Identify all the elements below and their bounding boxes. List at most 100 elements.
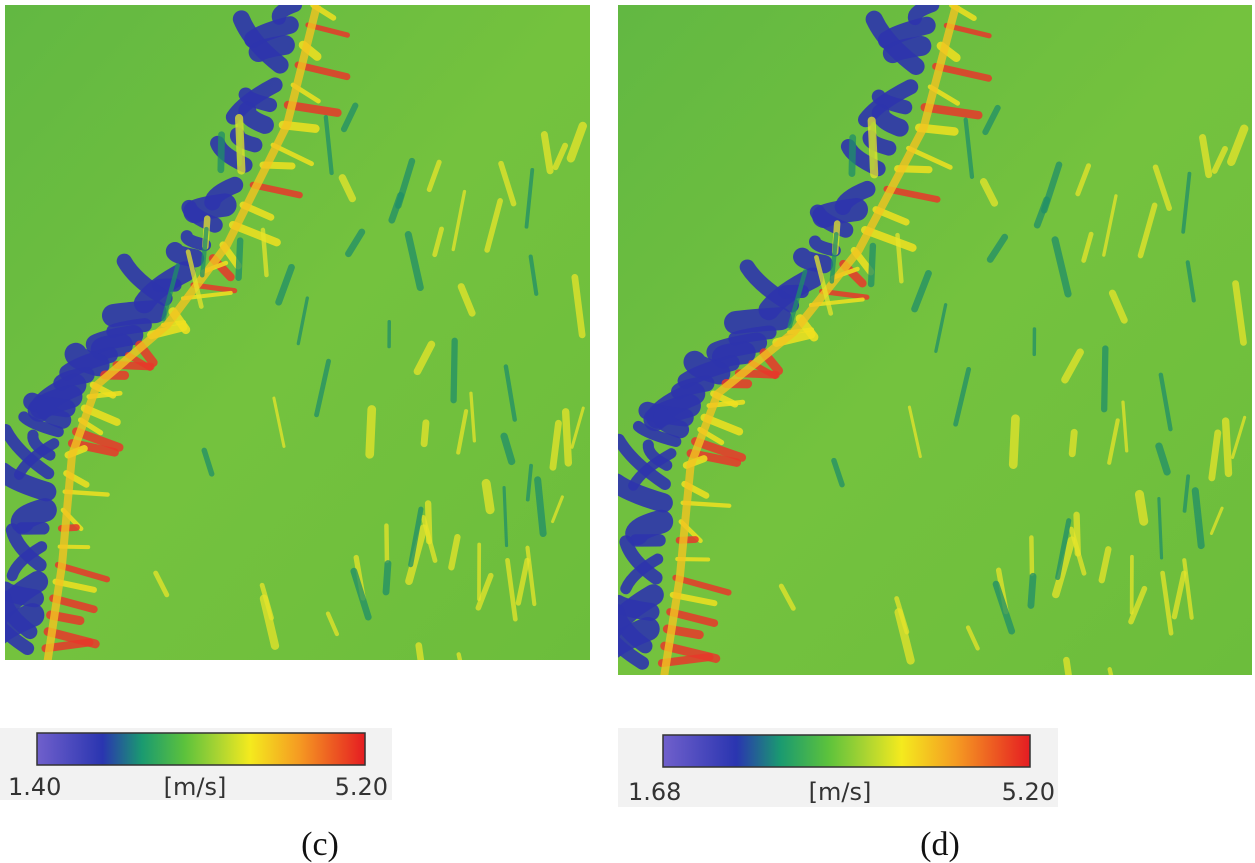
terrain-streak bbox=[1029, 535, 1035, 576]
panel-caption: (d) bbox=[920, 826, 960, 863]
terrain-streak bbox=[217, 131, 225, 174]
terrain-streak bbox=[515, 557, 530, 606]
terrain-streak bbox=[388, 192, 404, 224]
terrain-streak bbox=[724, 307, 793, 335]
terrain-streak bbox=[505, 557, 518, 622]
terrain-streak bbox=[620, 553, 664, 595]
terrain-streak bbox=[618, 433, 671, 490]
terrain-streak bbox=[1008, 414, 1020, 469]
terrain-streak bbox=[1068, 428, 1078, 458]
terrain-streak bbox=[338, 174, 357, 203]
terrain-streak bbox=[549, 419, 562, 471]
terrain-streak bbox=[238, 87, 278, 113]
terrain-streak bbox=[814, 255, 834, 316]
terrain-streak bbox=[153, 570, 170, 598]
terrain-streak bbox=[861, 225, 917, 252]
terrain-streak bbox=[484, 198, 503, 253]
terrain-streak bbox=[36, 398, 72, 429]
terrain-streak bbox=[934, 303, 948, 354]
terrain-streak bbox=[271, 5, 303, 25]
terrain-streak bbox=[5, 424, 55, 480]
terrain-streak bbox=[228, 220, 281, 247]
terrain-streak bbox=[413, 340, 436, 376]
colorbar-min: 1.40 bbox=[8, 773, 61, 801]
terrain-streak bbox=[1182, 558, 1194, 620]
terrain-streak bbox=[653, 407, 690, 439]
terrain-streak bbox=[809, 204, 854, 238]
terrain-streak bbox=[986, 233, 1009, 263]
terrain-streak bbox=[618, 635, 650, 670]
terrain-streak bbox=[632, 420, 682, 447]
terrain-streak bbox=[64, 342, 110, 377]
terrain-streak bbox=[691, 437, 747, 462]
terrain-streak bbox=[420, 514, 438, 563]
terrain-streak bbox=[1107, 418, 1120, 465]
terrain-streak bbox=[1098, 546, 1112, 584]
terrain-streak bbox=[1208, 429, 1222, 482]
terrain-streak bbox=[865, 10, 925, 75]
terrain-streak bbox=[27, 429, 56, 461]
terrain-streak bbox=[963, 117, 975, 179]
terrain-streak bbox=[365, 405, 377, 459]
colorbar-max: 5.20 bbox=[335, 773, 388, 801]
terrain-streak bbox=[5, 590, 38, 640]
terrain-streak bbox=[871, 89, 913, 115]
terrain-streak bbox=[739, 259, 800, 313]
terrain-streak bbox=[238, 101, 274, 134]
terrain-streak bbox=[116, 253, 173, 306]
terrain-streak bbox=[314, 358, 331, 418]
terrain-streak bbox=[642, 439, 673, 471]
terrain-streak bbox=[1107, 667, 1114, 675]
terrain-streak bbox=[384, 523, 390, 564]
terrain-streak bbox=[426, 159, 442, 193]
terrain-streak bbox=[907, 5, 940, 26]
terrain-streak bbox=[1191, 487, 1205, 550]
terrain-streak bbox=[1155, 442, 1171, 476]
terrain-streak bbox=[469, 391, 477, 443]
terrain-streak bbox=[883, 185, 941, 203]
terrain-streak bbox=[895, 232, 904, 284]
terrain-streak bbox=[1128, 585, 1148, 625]
terrain-streak bbox=[711, 341, 756, 369]
terrain-streak bbox=[345, 228, 366, 258]
terrain-streak bbox=[1134, 489, 1149, 526]
colorbar-min: 1.68 bbox=[628, 778, 681, 806]
terrain-streak bbox=[1221, 417, 1233, 478]
terrain-streak bbox=[1152, 164, 1172, 211]
terrain-streak bbox=[1182, 474, 1191, 513]
terrain-streak bbox=[340, 102, 359, 133]
terrain-streak bbox=[54, 561, 111, 583]
terrain-streak bbox=[450, 337, 458, 404]
terrain-streak bbox=[831, 457, 845, 488]
terrain-streak bbox=[1051, 236, 1072, 298]
terrain-streak bbox=[1027, 572, 1037, 609]
terrain-streak bbox=[1055, 518, 1072, 581]
terrain-streak bbox=[660, 5, 961, 675]
terrain-streak bbox=[1171, 570, 1187, 620]
terrain-streak bbox=[525, 545, 537, 607]
terrain-streak bbox=[180, 230, 212, 252]
terrain-streak bbox=[965, 625, 980, 651]
terrain-streak bbox=[235, 114, 246, 175]
terrain-streak bbox=[165, 242, 205, 268]
terrain-streak bbox=[1068, 526, 1087, 576]
terrain-streak bbox=[1052, 536, 1076, 599]
terrain-streak bbox=[456, 652, 463, 660]
terrain-streak bbox=[932, 62, 993, 82]
terrain-streak bbox=[808, 235, 841, 257]
terrain-streak bbox=[1137, 202, 1158, 259]
colorbar: 1.40 [m/s] 5.20 bbox=[0, 728, 392, 801]
colorbar: 1.68 [m/s] 5.20 bbox=[618, 728, 1058, 807]
terrain-streak bbox=[570, 406, 585, 449]
terrain-streak bbox=[829, 231, 839, 284]
terrain-streak bbox=[325, 611, 340, 637]
terrain-streak bbox=[619, 535, 663, 585]
terrain-streak bbox=[101, 300, 167, 327]
terrain-streak bbox=[1063, 656, 1072, 675]
terrain-streak bbox=[1061, 348, 1084, 384]
terrain-streak bbox=[408, 506, 424, 568]
terrain-streak bbox=[451, 189, 467, 252]
terrain-streak bbox=[1232, 280, 1247, 346]
terrain-streak bbox=[90, 333, 133, 361]
terrain-streak bbox=[503, 364, 517, 422]
